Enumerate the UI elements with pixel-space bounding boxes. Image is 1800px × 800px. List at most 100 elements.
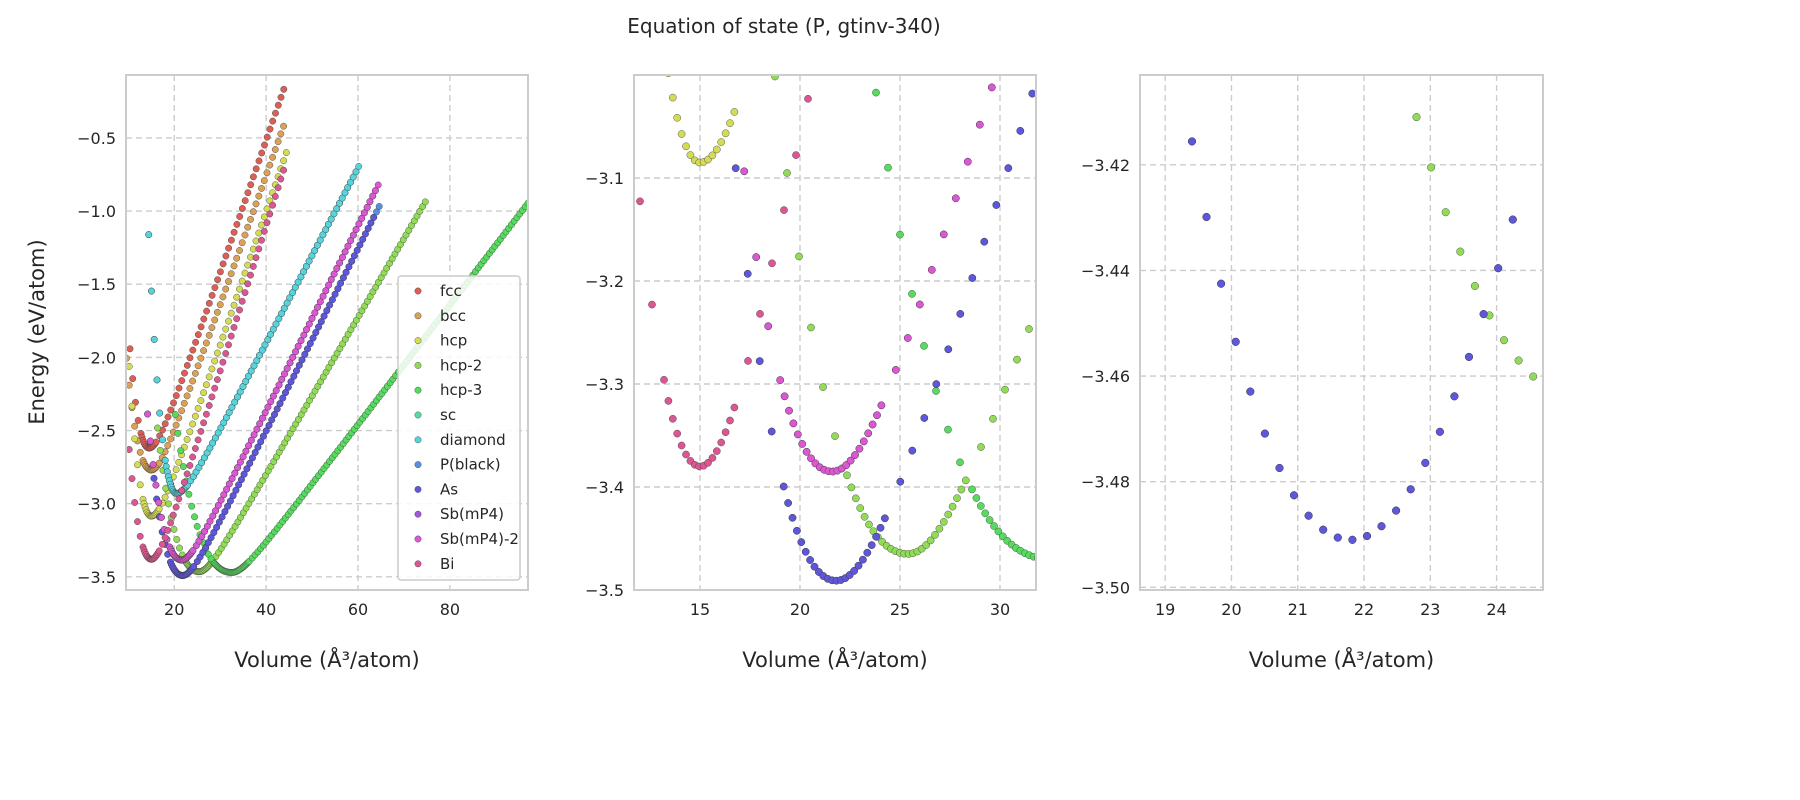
data-point (205, 402, 213, 409)
data-point (223, 485, 231, 493)
data-point (1333, 533, 1342, 542)
data-point (881, 514, 889, 523)
data-point (234, 464, 242, 472)
data-point (1039, 555, 1046, 562)
data-point (280, 157, 288, 165)
data-point (266, 125, 274, 133)
data-point (239, 453, 247, 461)
data-point (279, 394, 287, 402)
data-point (1377, 522, 1386, 531)
data-point (126, 362, 133, 370)
data-point (1043, 555, 1050, 562)
data-point (256, 420, 264, 428)
data-point (161, 534, 169, 542)
data-point (358, 214, 366, 222)
data-point (932, 387, 940, 395)
data-point (191, 369, 199, 377)
data-point (816, 38, 823, 45)
data-point (779, 482, 788, 491)
data-point (230, 262, 238, 270)
data-point (213, 349, 221, 357)
data-point (961, 476, 970, 485)
data-point (338, 253, 346, 261)
data-point (180, 478, 188, 486)
data-point (263, 133, 271, 141)
legend-marker (414, 461, 422, 468)
data-point (263, 169, 271, 177)
series-hcp-2 (1412, 113, 1538, 381)
series-fcc (126, 85, 288, 452)
data-point (1441, 208, 1450, 217)
data-point (233, 254, 241, 262)
data-point (183, 436, 191, 443)
data-point (1362, 531, 1372, 541)
data-point (807, 323, 815, 332)
legend-label: diamond (440, 431, 506, 449)
data-point (155, 505, 163, 513)
data-point (333, 264, 341, 272)
data-point (170, 525, 178, 533)
data-point (249, 208, 257, 216)
data-point (360, 209, 368, 217)
data-point (227, 309, 235, 317)
data-point (157, 513, 165, 521)
data-point (244, 261, 252, 269)
data-point (1421, 458, 1430, 467)
data-point (274, 101, 282, 109)
axes-frame (1139, 74, 1544, 591)
data-point (262, 427, 270, 435)
data-point (951, 194, 960, 203)
legend-box (397, 275, 521, 581)
data-point (896, 230, 904, 239)
data-point (798, 440, 807, 448)
data-point (241, 197, 249, 205)
data-point (269, 117, 277, 125)
data-point (764, 322, 773, 331)
data-point (720, 39, 727, 46)
data-point (304, 345, 311, 353)
data-point (252, 200, 260, 208)
data-point (156, 446, 164, 454)
data-point (712, 145, 721, 154)
data-point (224, 502, 232, 510)
data-point (1049, 263, 1056, 270)
data-point (272, 109, 279, 117)
data-point (298, 356, 306, 364)
data-point (227, 332, 235, 340)
data-point (915, 300, 924, 309)
x-tick-label: 20 (1221, 600, 1241, 619)
data-point (152, 438, 160, 446)
data-point (154, 424, 161, 432)
data-point (752, 253, 761, 261)
data-point (311, 247, 319, 255)
data-point (238, 239, 246, 247)
x-tick-label: 80 (440, 600, 460, 619)
data-point (277, 93, 285, 101)
data-point (375, 203, 383, 210)
data-point (241, 231, 249, 239)
data-point (948, 502, 957, 511)
data-point (243, 465, 251, 473)
data-point (148, 287, 155, 295)
data-point (244, 189, 252, 197)
data-point (708, 454, 717, 462)
data-point (344, 242, 352, 250)
data-point (309, 334, 317, 342)
data-point (868, 420, 877, 429)
data-point (1052, 555, 1059, 562)
data-point (344, 184, 352, 192)
data-point (274, 184, 282, 192)
data-point (261, 141, 268, 149)
data-point (126, 381, 133, 389)
data-point (1028, 89, 1036, 98)
data-point (319, 292, 327, 300)
data-point (173, 536, 181, 543)
legend-marker (414, 560, 422, 568)
data-point (935, 524, 944, 533)
data-point (175, 495, 183, 503)
data-point (989, 414, 997, 423)
data-point (1464, 352, 1474, 361)
data-point (294, 342, 302, 350)
data-point (673, 113, 682, 122)
data-point (327, 276, 335, 283)
